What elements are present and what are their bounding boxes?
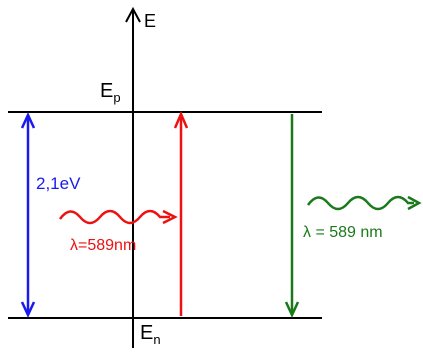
energy-axis-label: E <box>144 11 156 31</box>
upper-level-label-main: E <box>100 80 113 102</box>
absorbed-wavelength-label: λ=589nm <box>70 237 136 254</box>
upper-level-label-sub: p <box>113 90 120 105</box>
incoming-photon-wave <box>60 211 170 223</box>
lower-level-label: En <box>140 322 161 347</box>
upper-level-label: Ep <box>100 80 121 105</box>
lower-level-label-sub: n <box>153 332 160 347</box>
lower-level-label-main: E <box>140 322 153 344</box>
outgoing-photon-wave <box>308 197 414 209</box>
gap-label: 2,1eV <box>36 174 81 193</box>
emitted-wavelength-label: λ = 589 nm <box>303 224 383 241</box>
